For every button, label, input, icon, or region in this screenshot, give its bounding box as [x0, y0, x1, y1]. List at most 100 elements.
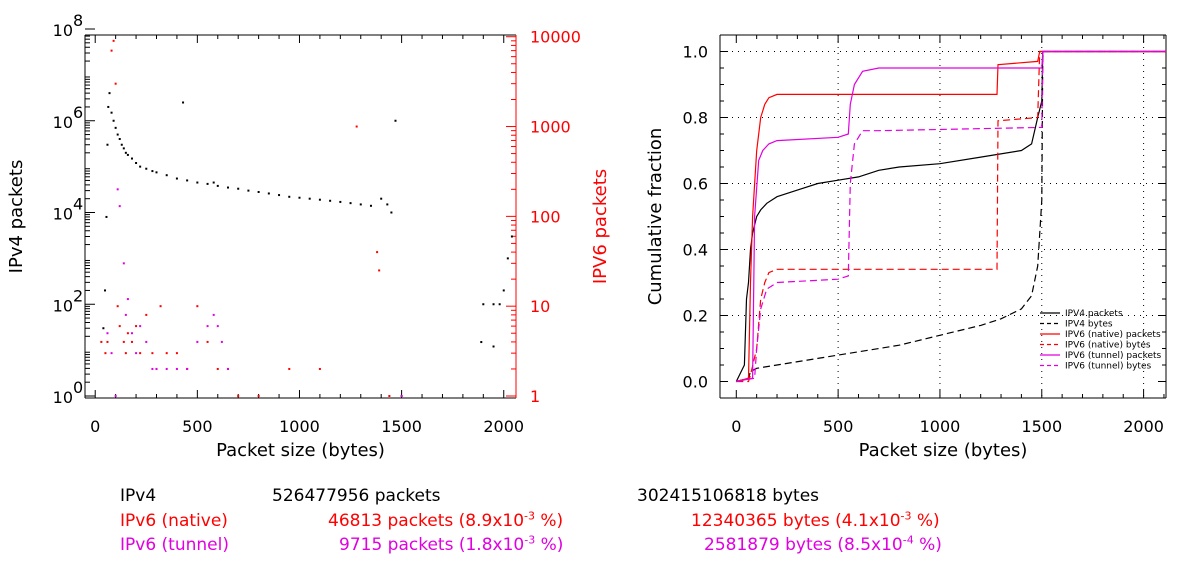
- data-point: [267, 192, 270, 195]
- y-tick-label: 0.2: [683, 307, 708, 326]
- data-point: [257, 190, 260, 193]
- cdf-line-ipv6-tunnel-packets: [736, 50, 1166, 383]
- data-point: [390, 211, 393, 214]
- data-point: [118, 205, 121, 208]
- data-point: [288, 195, 291, 198]
- data-point: [400, 395, 403, 397]
- data-point: [139, 352, 142, 355]
- x-tick-label: 500: [823, 417, 854, 436]
- x-tick-label: 1000: [279, 417, 320, 436]
- data-point: [122, 147, 125, 150]
- y-left-tick-exp: 4: [73, 195, 83, 214]
- y-left-tick-exp: 8: [73, 11, 83, 30]
- y-right-tick-label: 100: [530, 207, 561, 226]
- data-point: [139, 325, 142, 328]
- data-point: [139, 165, 142, 168]
- y-left-tick-exp: 6: [73, 103, 83, 122]
- data-point: [308, 197, 311, 200]
- data-point: [220, 340, 223, 343]
- legend-label: IPV6 (native) packets: [1065, 330, 1161, 340]
- data-point: [106, 332, 109, 335]
- series-ipv6-tunnel-: [106, 188, 403, 397]
- legend-label: IPV6 (tunnel) packets: [1065, 351, 1162, 361]
- data-point: [151, 352, 154, 355]
- y-tick-label: 0.0: [683, 373, 708, 392]
- data-point: [206, 325, 209, 328]
- data-point: [175, 352, 178, 355]
- data-point: [112, 119, 115, 122]
- data-point: [108, 92, 111, 95]
- y-tick-label: 0.8: [683, 109, 708, 128]
- y-left-axis-label: IPv4 packets: [6, 160, 27, 274]
- x-tick-label: 1000: [920, 417, 961, 436]
- x-tick-label: 500: [182, 417, 213, 436]
- data-point: [318, 367, 321, 370]
- data-point: [329, 199, 332, 202]
- data-point: [126, 153, 129, 156]
- data-point: [130, 332, 133, 335]
- data-point: [182, 101, 185, 104]
- cdf-line-ipv6-native-packets: [736, 50, 1166, 383]
- data-point: [151, 367, 154, 370]
- data-point: [378, 269, 381, 272]
- data-point: [155, 367, 158, 370]
- data-point: [359, 203, 362, 206]
- data-point: [130, 157, 133, 160]
- series-ipv4: [102, 92, 513, 397]
- x-tick-label: 2000: [1123, 417, 1164, 436]
- data-point: [114, 395, 117, 397]
- legend-label: IPV6 (tunnel) bytes: [1065, 362, 1151, 372]
- y-tick-label: 1.0: [683, 43, 708, 62]
- data-point: [102, 327, 105, 330]
- y-left-tick-label: 10: [53, 296, 73, 315]
- data-point: [110, 49, 113, 52]
- data-point: [151, 170, 154, 173]
- data-point: [206, 182, 209, 185]
- data-point: [165, 174, 168, 177]
- data-point: [216, 367, 219, 370]
- data-point: [100, 340, 103, 343]
- data-point: [145, 167, 148, 170]
- data-point: [498, 303, 501, 306]
- cdf-line-ipv6-tunnel-bytes: [736, 50, 1166, 383]
- data-point: [165, 352, 168, 355]
- data-point: [237, 395, 240, 397]
- data-point: [339, 200, 342, 203]
- y-left-tick-label: 10: [53, 21, 73, 40]
- x-axis-label: Packet size (bytes): [216, 440, 385, 461]
- data-point: [380, 197, 383, 200]
- y-tick-label: 0.4: [683, 241, 708, 260]
- data-point: [175, 367, 178, 370]
- y-left-tick-label: 10: [53, 113, 73, 132]
- y-right-tick-label: 10000: [530, 28, 581, 47]
- data-point: [118, 325, 121, 328]
- data-point: [126, 332, 129, 335]
- right-cdf-chart: 0 500 1000 1500 2000 0.0 0.2 0.4 0.6 0.8 1.0 Packet…: [645, 34, 1167, 461]
- series-ipv6-native-: [100, 39, 391, 397]
- data-point: [502, 289, 505, 292]
- y-right-tick-label: 10: [530, 297, 550, 316]
- data-point: [492, 303, 495, 306]
- data-point: [318, 198, 321, 201]
- data-point: [105, 215, 108, 218]
- data-point: [114, 126, 117, 129]
- data-point: [288, 367, 291, 370]
- data-point: [196, 340, 199, 343]
- data-point: [159, 305, 162, 308]
- data-point: [175, 177, 178, 180]
- legend-label: IPV4 packets: [1065, 309, 1123, 319]
- y-left-tick-exp: 0: [73, 378, 83, 397]
- data-point: [212, 181, 215, 184]
- x-tick-label: 1500: [381, 417, 422, 436]
- data-point: [116, 305, 119, 308]
- data-point: [106, 340, 109, 343]
- y-left-tick-label: 10: [53, 388, 73, 407]
- left-scatter-chart: 0 500 1000 1500 2000100102104106108110100100…: [6, 11, 611, 461]
- data-point: [107, 105, 110, 108]
- data-point: [196, 181, 199, 184]
- data-point: [135, 352, 138, 355]
- data-point: [206, 340, 209, 343]
- data-point: [145, 340, 148, 343]
- cdf-line-ipv4-packets: [735, 50, 1166, 382]
